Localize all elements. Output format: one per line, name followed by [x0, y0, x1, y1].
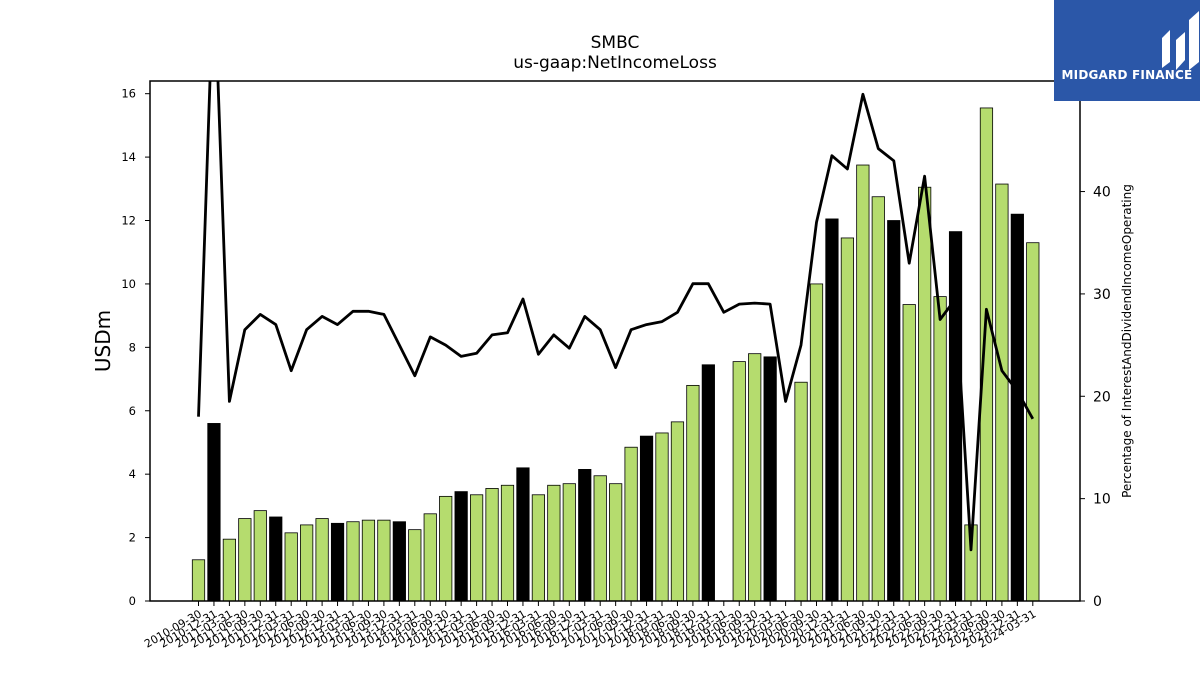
bar	[346, 521, 360, 601]
bar	[485, 488, 499, 601]
bar	[500, 484, 515, 601]
bar	[222, 538, 236, 601]
bar	[639, 435, 654, 601]
bar	[686, 384, 700, 601]
bar	[562, 483, 576, 601]
y2-tick-label: 10	[1093, 492, 1111, 508]
bar	[454, 491, 468, 601]
bar	[840, 237, 855, 601]
y-tick-label: 8	[129, 340, 136, 354]
bar	[392, 521, 406, 601]
bar	[964, 524, 978, 601]
bar	[948, 231, 963, 601]
y2-tick-label: 30	[1093, 287, 1111, 303]
bar	[856, 164, 870, 601]
y-tick-label: 0	[129, 594, 136, 608]
y2-tick-label: 0	[1093, 594, 1102, 610]
bar	[995, 183, 1009, 601]
bar	[284, 532, 298, 601]
y-tick-label: 2	[129, 531, 136, 545]
bar	[902, 304, 916, 601]
bar	[408, 529, 422, 601]
bar	[191, 559, 206, 601]
bar	[207, 423, 221, 601]
brand-name: MIDGARD FINANCE	[1061, 68, 1193, 82]
plot-frame	[149, 80, 1081, 602]
logo-badge: MIDGARD FINANCE	[1054, 0, 1200, 101]
midgard-logo-icon	[1162, 11, 1199, 70]
chart-title: SMBC	[590, 33, 640, 53]
bar	[887, 220, 901, 601]
bar	[624, 446, 638, 601]
bar	[825, 218, 839, 601]
bar	[315, 518, 329, 601]
y-tick-label: 4	[129, 467, 136, 481]
bar	[701, 364, 715, 601]
bar	[547, 484, 561, 601]
bar	[670, 421, 685, 601]
bar	[253, 510, 267, 601]
bar	[516, 467, 530, 601]
y-tick-label: 16	[121, 87, 136, 101]
bar	[330, 522, 345, 601]
y-tick-label: 12	[121, 214, 136, 228]
bar	[593, 475, 607, 601]
bar	[732, 361, 746, 601]
y2-tick-label: 20	[1093, 389, 1111, 405]
y-tick-label: 14	[121, 150, 136, 164]
series-line	[197, 81, 1035, 552]
y-axis-label: USDm	[91, 310, 115, 372]
bar	[423, 513, 437, 601]
y2-tick-label: 40	[1093, 185, 1111, 201]
bar	[1010, 213, 1024, 601]
bar	[469, 494, 484, 601]
bar-series	[191, 107, 1040, 601]
bar	[361, 519, 376, 601]
bar	[377, 519, 391, 601]
y-tick-label: 6	[129, 404, 136, 418]
bar	[269, 516, 283, 601]
y2-axis-label: Percentage of InterestAndDividendIncomeO…	[1120, 184, 1134, 498]
bar	[300, 524, 314, 601]
bar	[531, 494, 546, 601]
bar	[809, 283, 824, 601]
y-tick-label: 10	[121, 277, 136, 291]
bar	[933, 296, 947, 601]
bar	[871, 196, 885, 601]
bar	[578, 469, 592, 601]
bar	[439, 495, 453, 601]
bar	[918, 186, 932, 601]
bar	[794, 381, 808, 601]
bar	[609, 483, 623, 601]
bar	[238, 518, 252, 601]
bar	[763, 356, 777, 601]
bar	[1026, 242, 1040, 601]
chart-subtitle: us-gaap:NetIncomeLoss	[513, 53, 717, 73]
bar	[655, 432, 669, 601]
bar	[748, 353, 762, 601]
